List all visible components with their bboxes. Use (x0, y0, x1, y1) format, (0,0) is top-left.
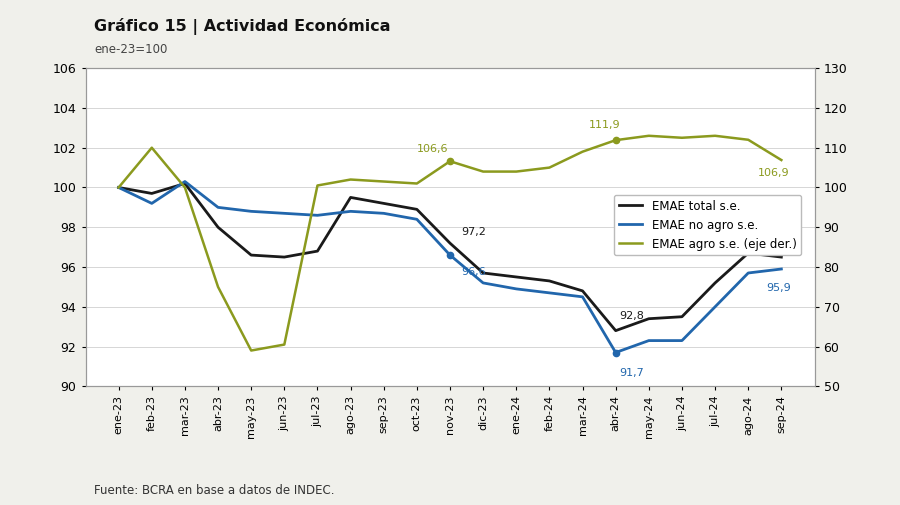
EMAE no agro s.e. (212, 205, 223, 211)
EMAE agro s.e. (eje der.) (478, 169, 489, 175)
EMAE no agro s.e. (279, 210, 290, 216)
Text: 97,2: 97,2 (462, 227, 487, 237)
EMAE no agro s.e. (113, 184, 124, 190)
EMAE agro s.e. (eje der.) (179, 184, 190, 190)
Text: 106,9: 106,9 (758, 168, 790, 178)
EMAE agro s.e. (eje der.) (246, 347, 256, 354)
EMAE no agro s.e. (478, 280, 489, 286)
EMAE total s.e. (511, 274, 522, 280)
EMAE total s.e. (113, 184, 124, 190)
EMAE no agro s.e. (710, 304, 721, 310)
Line: EMAE total s.e.: EMAE total s.e. (119, 183, 781, 331)
EMAE no agro s.e. (544, 290, 554, 296)
Text: 92,8: 92,8 (619, 311, 644, 321)
EMAE agro s.e. (eje der.) (577, 148, 588, 155)
EMAE agro s.e. (eje der.) (445, 158, 455, 164)
EMAE no agro s.e. (677, 337, 688, 343)
EMAE total s.e. (312, 248, 323, 254)
EMAE total s.e. (147, 190, 158, 196)
EMAE total s.e. (478, 270, 489, 276)
EMAE total s.e. (677, 314, 688, 320)
Text: 96,5: 96,5 (767, 235, 791, 245)
EMAE total s.e. (776, 254, 787, 260)
EMAE no agro s.e. (776, 266, 787, 272)
EMAE total s.e. (179, 180, 190, 186)
Text: 96,6: 96,6 (462, 267, 486, 277)
EMAE agro s.e. (eje der.) (644, 133, 654, 139)
EMAE agro s.e. (eje der.) (113, 184, 124, 190)
EMAE total s.e. (644, 316, 654, 322)
EMAE total s.e. (577, 288, 588, 294)
EMAE total s.e. (610, 328, 621, 334)
EMAE no agro s.e. (511, 286, 522, 292)
EMAE agro s.e. (eje der.) (378, 178, 389, 184)
Legend: EMAE total s.e., EMAE no agro s.e., EMAE agro s.e. (eje der.): EMAE total s.e., EMAE no agro s.e., EMAE… (614, 195, 801, 255)
EMAE agro s.e. (eje der.) (212, 284, 223, 290)
Text: ene-23=100: ene-23=100 (94, 43, 168, 56)
EMAE total s.e. (246, 252, 256, 258)
EMAE agro s.e. (eje der.) (776, 157, 787, 163)
EMAE total s.e. (212, 224, 223, 230)
Text: 91,7: 91,7 (619, 369, 644, 378)
EMAE no agro s.e. (411, 216, 422, 222)
EMAE agro s.e. (eje der.) (677, 135, 688, 141)
EMAE total s.e. (742, 250, 753, 256)
EMAE agro s.e. (eje der.) (411, 180, 422, 186)
EMAE agro s.e. (eje der.) (610, 137, 621, 143)
EMAE agro s.e. (eje der.) (147, 145, 158, 151)
EMAE total s.e. (445, 240, 455, 246)
EMAE total s.e. (378, 200, 389, 207)
EMAE no agro s.e. (445, 252, 455, 258)
EMAE total s.e. (279, 254, 290, 260)
EMAE agro s.e. (eje der.) (710, 133, 721, 139)
EMAE agro s.e. (eje der.) (511, 169, 522, 175)
Line: EMAE no agro s.e.: EMAE no agro s.e. (119, 181, 781, 352)
Text: 111,9: 111,9 (590, 120, 621, 130)
Text: Gráfico 15 | Actividad Económica: Gráfico 15 | Actividad Económica (94, 18, 391, 35)
Line: EMAE agro s.e. (eje der.): EMAE agro s.e. (eje der.) (119, 136, 781, 350)
EMAE no agro s.e. (742, 270, 753, 276)
EMAE agro s.e. (eje der.) (312, 182, 323, 188)
EMAE total s.e. (411, 207, 422, 213)
EMAE total s.e. (346, 194, 356, 200)
Text: Fuente: BCRA en base a datos de INDEC.: Fuente: BCRA en base a datos de INDEC. (94, 484, 335, 497)
EMAE no agro s.e. (577, 294, 588, 300)
EMAE no agro s.e. (644, 337, 654, 343)
EMAE agro s.e. (eje der.) (346, 177, 356, 183)
EMAE no agro s.e. (246, 208, 256, 214)
EMAE agro s.e. (eje der.) (742, 137, 753, 143)
Text: 95,9: 95,9 (767, 283, 791, 293)
EMAE no agro s.e. (346, 208, 356, 214)
EMAE agro s.e. (eje der.) (279, 341, 290, 347)
EMAE no agro s.e. (378, 210, 389, 216)
EMAE no agro s.e. (312, 212, 323, 218)
EMAE no agro s.e. (147, 200, 158, 207)
EMAE total s.e. (710, 280, 721, 286)
Text: 106,6: 106,6 (417, 144, 448, 154)
EMAE no agro s.e. (610, 349, 621, 356)
EMAE agro s.e. (eje der.) (544, 165, 554, 171)
EMAE no agro s.e. (179, 178, 190, 184)
EMAE total s.e. (544, 278, 554, 284)
